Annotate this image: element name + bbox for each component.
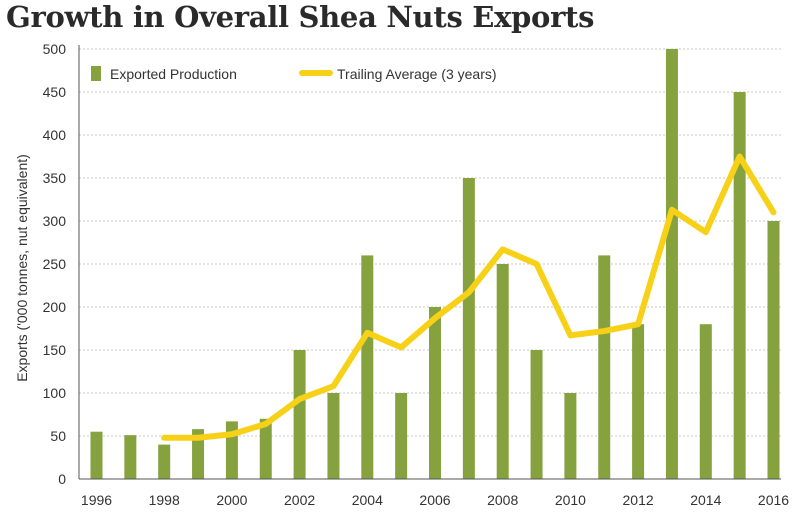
bar-2011 xyxy=(598,255,611,479)
x-tick-label-2010: 2010 xyxy=(555,492,586,508)
y-tick-label-0: 0 xyxy=(58,471,66,487)
x-tick-label-1998: 1998 xyxy=(149,492,180,508)
bar-2005 xyxy=(395,393,408,479)
bar-1996 xyxy=(90,431,103,479)
y-tick-label-50: 50 xyxy=(50,428,66,444)
x-tick-label-2002: 2002 xyxy=(284,492,315,508)
bar-2013 xyxy=(665,49,678,479)
axes: 0 50 100 150 200 250 300 350 400 450 500 1996 1998 20… xyxy=(43,41,790,508)
y-tick-label-150: 150 xyxy=(43,342,67,358)
bar-2014 xyxy=(699,324,712,479)
bar-series xyxy=(90,49,780,479)
legend: Exported Production Trailing Average (3 … xyxy=(91,66,497,82)
y-axis-label: Exports ('000 tonnes, nut equivalent) xyxy=(14,154,30,382)
y-tick-label-300: 300 xyxy=(43,213,67,229)
bar-2006 xyxy=(429,307,441,479)
x-tick-label-2016: 2016 xyxy=(758,492,789,508)
bar-1997 xyxy=(124,435,137,479)
x-tick-label-2000: 2000 xyxy=(216,492,247,508)
x-tick-label-2006: 2006 xyxy=(419,492,450,508)
bar-2008 xyxy=(496,264,509,479)
x-tick-label-2012: 2012 xyxy=(623,492,654,508)
y-tick-label-250: 250 xyxy=(43,256,67,272)
x-tick-label-1996: 1996 xyxy=(81,492,112,508)
x-tick-label-2004: 2004 xyxy=(352,492,383,508)
legend-label-bar: Exported Production xyxy=(110,66,237,82)
bar-2004 xyxy=(361,255,374,479)
bar-2012 xyxy=(632,324,645,479)
bar-2001 xyxy=(259,418,272,479)
x-tick-label-2014: 2014 xyxy=(690,492,721,508)
legend-swatch-bar xyxy=(91,66,101,81)
y-tick-label-450: 450 xyxy=(43,84,67,100)
bar-2007 xyxy=(462,178,475,479)
bar-2016 xyxy=(767,221,780,479)
bar-2003 xyxy=(327,393,340,479)
y-tick-label-400: 400 xyxy=(43,127,67,143)
bar-2015 xyxy=(733,92,746,479)
legend-label-line: Trailing Average (3 years) xyxy=(337,66,497,82)
bar-2009 xyxy=(530,350,543,479)
chart-title: Growth in Overall Shea Nuts Exports xyxy=(6,0,595,34)
y-tick-label-350: 350 xyxy=(43,170,67,186)
bar-1999 xyxy=(192,429,205,479)
x-tick-label-2008: 2008 xyxy=(487,492,518,508)
bar-2010 xyxy=(564,393,577,479)
y-tick-label-200: 200 xyxy=(43,299,67,315)
bar-1998 xyxy=(158,444,171,479)
line-series xyxy=(161,153,777,441)
y-tick-label-500: 500 xyxy=(43,41,67,57)
y-tick-label-100: 100 xyxy=(43,385,67,401)
bar-2002 xyxy=(293,350,306,479)
